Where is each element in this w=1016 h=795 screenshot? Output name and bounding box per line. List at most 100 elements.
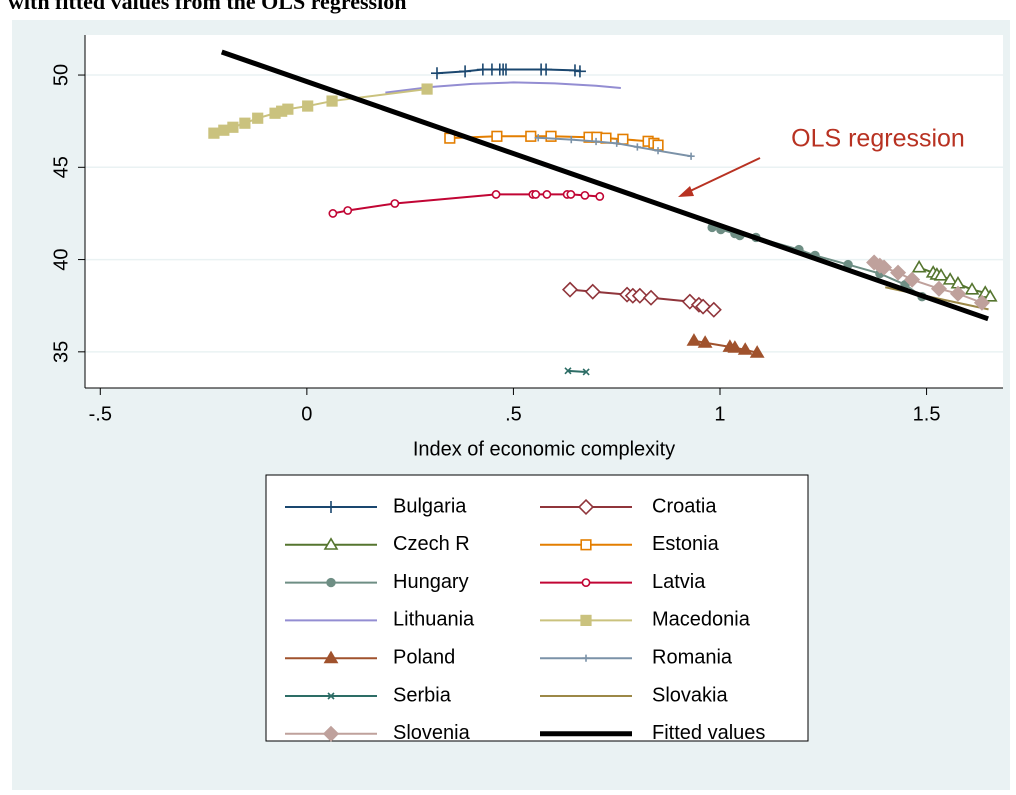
annotation-arrow [687,157,761,193]
marker [566,190,576,199]
marker [904,271,921,288]
plot [208,49,998,376]
marker [323,650,339,664]
legend-label: Romania [652,646,733,668]
legend-label: Macedonia [652,609,751,631]
marker [573,65,586,78]
marker [577,498,595,516]
marker [890,264,907,281]
x-tick-label: 0 [301,403,312,425]
marker [580,539,592,551]
marker [531,190,541,199]
marker [642,289,660,306]
marker [631,287,648,304]
marker [582,654,590,662]
y-tick-label: 40 [50,248,72,270]
marker [930,280,947,297]
marker [208,127,220,139]
annotation-arrowhead [678,186,694,197]
marker [282,103,294,115]
marker [499,63,512,76]
marker [973,294,990,311]
marker [942,272,958,285]
marker [542,190,552,199]
grid: 35 40 45 50 -.5 0 .5 1 1.5 [50,64,1003,425]
marker [686,333,702,346]
marker [581,578,591,587]
marker [584,283,601,300]
marker [323,537,339,550]
legend-label: Latvia [652,571,706,593]
legend-items: Bulgaria Croatia Czech R Estonia Hungary Latv… [285,495,765,744]
marker [613,139,621,147]
series-line [220,49,989,322]
marker [933,268,949,281]
legend-label: Poland [393,646,455,668]
marker [326,95,338,107]
marker [561,281,579,298]
legend-label: Hungary [393,571,469,593]
marker [491,190,501,199]
marker [564,367,572,375]
marker [491,130,503,142]
marker [430,67,443,80]
marker [322,725,340,742]
y-tick-label: 35 [50,341,72,363]
marker [582,368,590,376]
y-tick-label: 50 [50,64,72,86]
marker [705,301,722,318]
marker [302,100,314,112]
annotation: OLS regression [791,125,965,153]
marker [982,289,998,302]
marker [390,199,400,208]
legend-label: Czech R [393,533,470,555]
x-tick-label: 1 [714,403,725,425]
legend-label: Fitted values [652,722,765,744]
legend-label: Lithuania [393,609,475,631]
marker [326,577,336,588]
legend-label: Slovakia [652,684,728,706]
marker [580,190,590,200]
marker [949,285,966,302]
x-tick-label: .5 [505,403,522,425]
marker [540,63,553,76]
marker [592,137,600,146]
chart-title: with fitted values from the OLS regressi… [8,0,406,14]
x-axis-label: Index of economic complexity [413,438,675,460]
marker [687,152,695,160]
marker [727,340,743,353]
marker [328,209,338,218]
marker [239,117,251,129]
marker [421,83,433,95]
marker [633,143,641,151]
legend-label: Slovenia [393,722,471,744]
marker [252,112,264,124]
legend-label: Bulgaria [393,495,467,517]
marker [534,134,542,142]
marker [325,501,337,513]
marker [595,192,605,201]
marker [568,64,581,77]
marker [327,692,335,700]
marker [567,136,575,144]
marker [911,259,927,273]
marker [545,130,557,142]
marker [749,345,765,358]
marker [218,124,230,136]
marker [737,342,753,355]
marker [227,121,239,133]
series-line [567,369,587,373]
marker [525,130,537,142]
x-tick-label: 1.5 [913,403,941,425]
marker [964,282,980,295]
marker [580,614,592,626]
marker [875,259,893,276]
marker [654,147,662,155]
x-tick-label: -.5 [89,403,112,425]
legend-label: Croatia [652,495,717,517]
plot-area [85,35,1003,388]
marker [343,206,353,215]
marker [697,335,713,348]
legend-label: Serbia [393,684,452,706]
